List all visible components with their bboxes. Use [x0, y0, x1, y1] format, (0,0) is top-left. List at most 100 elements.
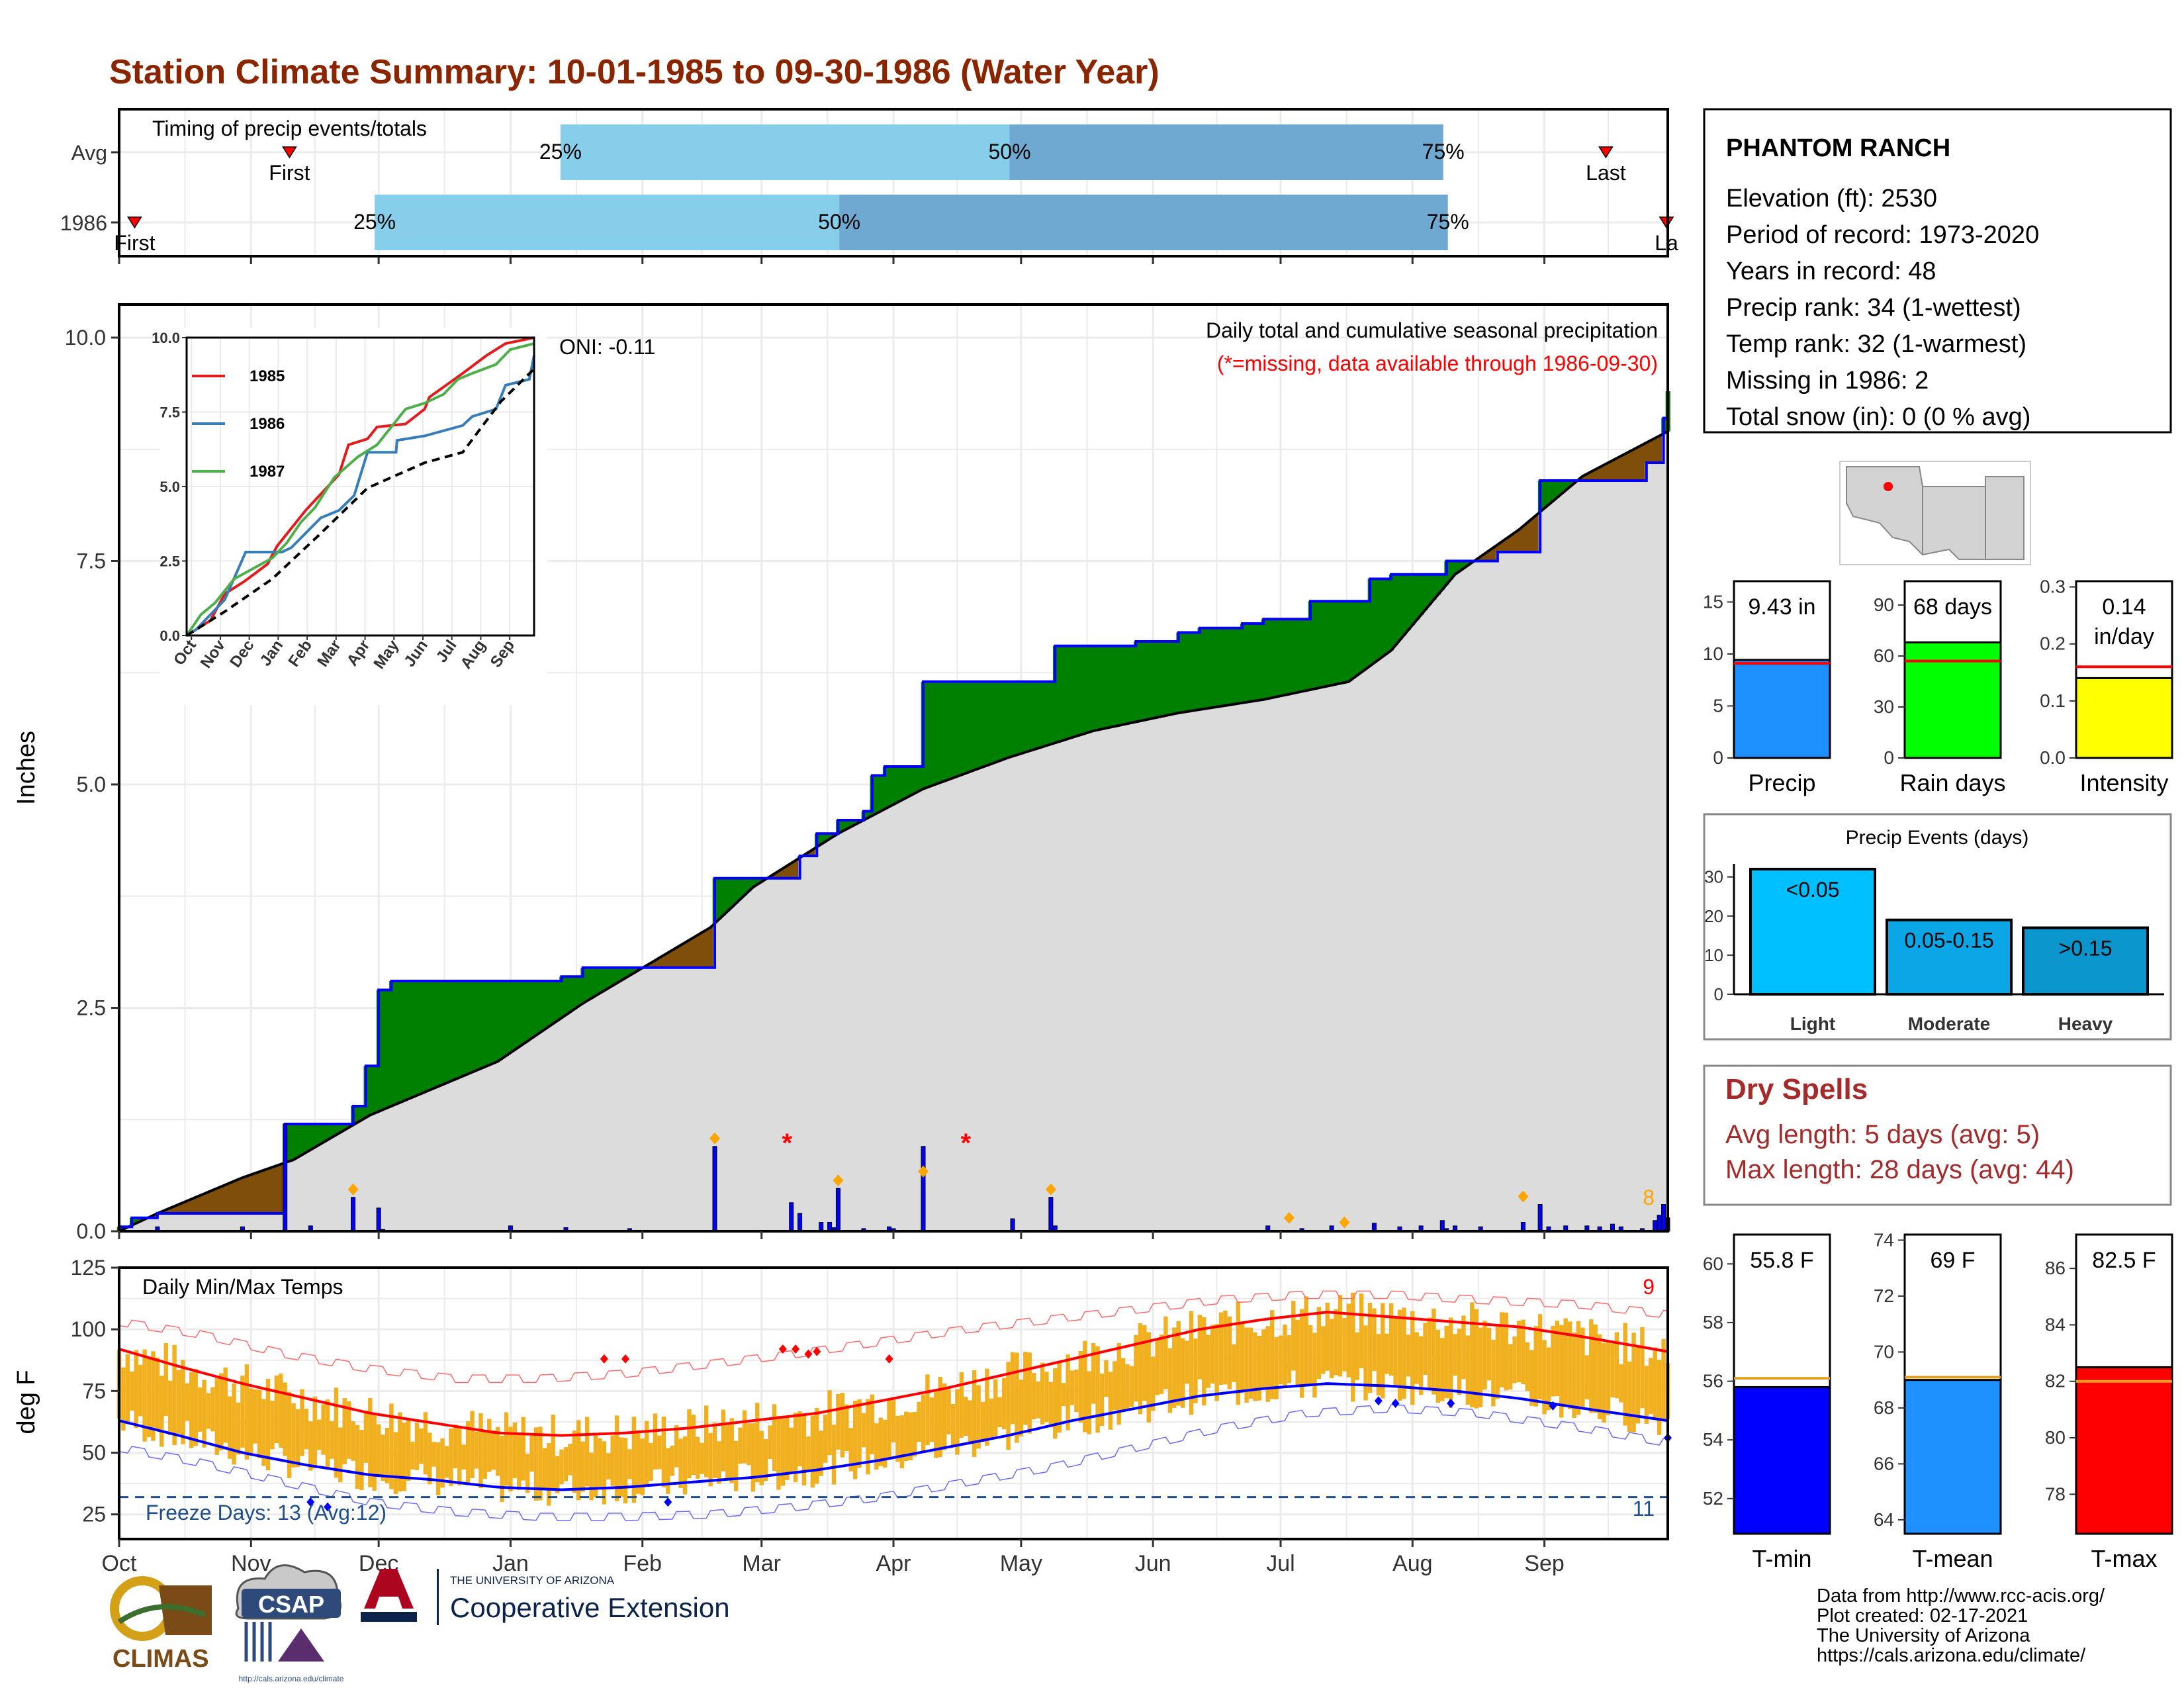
above-average-segment — [1116, 645, 1122, 726]
events-bar — [1749, 867, 1876, 996]
above-average-segment — [1269, 619, 1275, 698]
above-average-segment — [359, 1106, 365, 1120]
footer-line: The University of Arizona — [1817, 1625, 2030, 1646]
daily-temp-bar — [1057, 1361, 1062, 1433]
event-marker — [1283, 1211, 1295, 1224]
daily-temp-bar — [1236, 1301, 1240, 1405]
above-average-segment — [1546, 481, 1551, 505]
above-average-segment — [1040, 681, 1045, 747]
daily-temp-bar — [406, 1420, 411, 1481]
below-average-segment — [1512, 532, 1518, 552]
above-average-segment — [1295, 619, 1300, 692]
above-average-segment — [533, 981, 539, 1036]
gauge-label: T-min — [1752, 1545, 1812, 1572]
above-average-segment — [747, 878, 752, 892]
daily-precip-bar — [1653, 1220, 1658, 1232]
above-average-segment — [461, 981, 467, 1076]
daily-temp-bar — [1649, 1358, 1653, 1415]
daily-temp-bar — [1138, 1323, 1143, 1415]
daily-temp-bar — [1423, 1323, 1428, 1375]
above-average-segment — [1388, 574, 1394, 651]
above-average-segment — [546, 981, 552, 1027]
above-average-segment — [432, 981, 437, 1088]
above-average-segment — [406, 981, 412, 1100]
event-marker — [347, 1183, 359, 1196]
daily-temp-bar — [1486, 1327, 1492, 1381]
daily-temp-bar — [419, 1428, 424, 1464]
daily-temp-bar — [517, 1433, 522, 1490]
below-average-segment — [193, 1197, 199, 1213]
temp-y-label: deg F — [13, 1370, 40, 1434]
daily-temp-bar — [1537, 1314, 1543, 1399]
daily-precip-bar — [835, 1188, 841, 1232]
below-average-segment — [189, 1199, 195, 1213]
daily-temp-bar — [810, 1415, 815, 1488]
gauge-value-label: 0.14 — [2102, 594, 2146, 620]
daily-temp-bar — [1197, 1315, 1203, 1380]
above-average-segment — [321, 1124, 326, 1143]
above-average-segment — [580, 967, 586, 1004]
above-average-segment — [1108, 645, 1113, 727]
daily-temp-bar — [121, 1367, 126, 1431]
daily-temp-bar — [1210, 1325, 1215, 1384]
daily-temp-bar — [270, 1401, 275, 1450]
above-average-segment — [367, 1066, 373, 1115]
daily-temp-bar — [1061, 1383, 1066, 1407]
daily-temp-bar — [1555, 1321, 1560, 1397]
above-average-segment — [516, 981, 522, 1047]
below-average-segment — [776, 870, 782, 878]
above-average-segment — [725, 878, 731, 912]
daily-temp-bar — [1495, 1325, 1500, 1399]
above-average-segment — [542, 981, 547, 1030]
above-average-segment — [1210, 628, 1216, 708]
above-average-segment — [529, 981, 535, 1039]
gauge-value-label: 55.8 F — [1750, 1248, 1813, 1273]
daily-temp-bar — [836, 1393, 841, 1450]
above-average-segment — [968, 681, 973, 772]
gauge-tick-label: 68 — [1874, 1397, 1894, 1418]
daily-temp-bar — [181, 1360, 185, 1444]
above-average-segment — [486, 981, 492, 1065]
record-high-marker — [621, 1354, 629, 1364]
month-label: Jul — [1266, 1551, 1295, 1576]
gauge-tick-label: 78 — [2045, 1483, 2066, 1504]
above-average-segment — [444, 981, 449, 1083]
daily-temp-bar — [1470, 1302, 1475, 1408]
daily-temp-bar — [1295, 1319, 1300, 1386]
daily-temp-bar — [1240, 1324, 1245, 1393]
below-average-segment — [172, 1206, 177, 1213]
above-average-segment — [1567, 481, 1573, 487]
below-average-segment — [1525, 522, 1530, 552]
record-max-line — [118, 1290, 1668, 1383]
daily-temp-bar — [142, 1349, 147, 1442]
daily-temp-bar — [453, 1425, 458, 1469]
daily-temp-bar — [682, 1436, 688, 1495]
daily-temp-bar — [700, 1442, 704, 1474]
above-average-segment — [1031, 681, 1037, 750]
gauge-t-max: 78 80 82 84 86 82.5 F T-max — [2045, 1233, 2173, 1572]
precip-y-label: Inches — [13, 731, 40, 805]
below-average-segment — [1623, 453, 1628, 481]
daily-temp-bar — [717, 1441, 721, 1484]
above-average-segment — [840, 820, 845, 831]
dry-spells-avg: Avg length: 5 days (avg: 5) — [1725, 1120, 2040, 1149]
above-average-segment — [589, 967, 594, 999]
above-average-segment — [899, 767, 905, 800]
precip-events-title: Precip Events (days) — [1846, 827, 2029, 849]
above-average-segment — [903, 767, 909, 798]
above-average-segment — [908, 767, 913, 796]
gauge-tick-label: 64 — [1874, 1509, 1894, 1530]
gauge-tick-label: 70 — [1874, 1341, 1894, 1362]
gauge-value-unit: in/day — [2094, 624, 2154, 649]
daily-temp-bar — [1048, 1382, 1054, 1428]
daily-temp-bar — [359, 1429, 364, 1491]
daily-temp-bar — [1355, 1332, 1359, 1380]
gauge-t-mean: 64 66 68 70 72 74 69 F T-mean — [1874, 1229, 2002, 1572]
record-low-marker — [306, 1497, 315, 1507]
above-average-segment — [929, 681, 934, 786]
daily-temp-bar — [223, 1367, 228, 1443]
above-average-segment — [874, 775, 880, 814]
daily-temp-bar — [929, 1397, 934, 1442]
below-average-segment — [806, 852, 811, 856]
above-average-segment — [1163, 641, 1169, 716]
